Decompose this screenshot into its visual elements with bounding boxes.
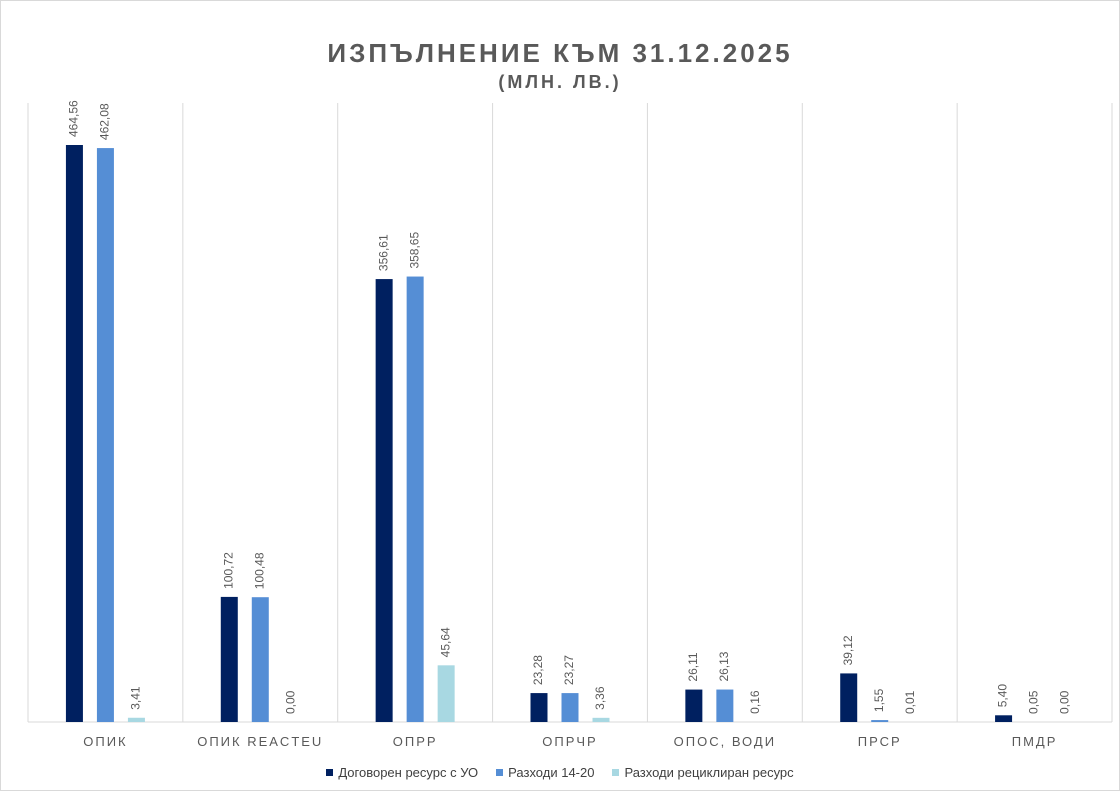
category-tick-label: ОПОС, ВОДИ (674, 734, 776, 749)
data-label: 100,48 (252, 552, 266, 589)
legend-label: Разходи рециклиран ресурс (624, 765, 794, 780)
bar (685, 689, 703, 722)
category-tick-label: ОПИК REACTEU (197, 734, 323, 749)
category-tick-label: ОПИК (83, 734, 127, 749)
legend-label: Договорен ресурс с УО (338, 765, 479, 780)
legend-swatch (612, 769, 620, 776)
legend-swatch (326, 769, 334, 776)
bar (716, 689, 734, 722)
data-label: 1,55 (872, 688, 886, 712)
bar (592, 717, 610, 722)
data-label: 0,01 (903, 690, 917, 714)
category-tick-label: ОПРЧР (542, 734, 597, 749)
data-label: 3,41 (129, 686, 143, 710)
bar (251, 597, 269, 722)
chart-title: ИЗПЪЛНЕНИЕ КЪМ 31.12.2025 (327, 38, 793, 68)
data-label: 26,13 (717, 651, 731, 681)
bar (406, 276, 424, 722)
bar (65, 145, 83, 722)
data-label: 0,00 (283, 690, 297, 714)
data-label: 0,16 (748, 690, 762, 714)
data-label: 358,65 (407, 232, 421, 269)
data-label: 356,61 (376, 234, 390, 271)
bar (437, 665, 455, 722)
data-label: 5,40 (996, 684, 1010, 708)
data-label: 464,56 (67, 100, 81, 137)
category-tick-label: ОПРР (393, 734, 438, 749)
legend-item-expenses: Разходи 14-20 (496, 765, 594, 780)
bar (995, 715, 1013, 722)
bar (871, 720, 889, 722)
chart-legend: Договорен ресурс с УО Разходи 14-20 Разх… (0, 765, 1120, 780)
bar (220, 596, 238, 722)
data-label: 100,72 (221, 552, 235, 589)
data-label: 39,12 (841, 635, 855, 665)
legend-label: Разходи 14-20 (508, 765, 595, 780)
data-label: 3,36 (593, 686, 607, 710)
data-label: 45,64 (438, 627, 452, 657)
bar (96, 148, 114, 722)
bar (375, 279, 393, 722)
data-label: 23,27 (562, 655, 576, 685)
bar (561, 693, 579, 722)
bar (127, 717, 145, 722)
data-label: 23,28 (531, 655, 545, 685)
bar (530, 693, 548, 722)
legend-swatch (496, 769, 504, 776)
legend-item-recycled: Разходи рециклиран ресурс (612, 765, 794, 780)
data-label: 0,05 (1027, 690, 1041, 714)
chart-subtitle: (МЛН. ЛВ.) (498, 72, 622, 92)
category-tick-label: ПРСР (858, 734, 902, 749)
legend-item-contracted: Договорен ресурс с УО (326, 765, 478, 780)
data-label: 462,08 (98, 103, 112, 140)
category-tick-label: ПМДР (1012, 734, 1058, 749)
data-label: 0,00 (1058, 690, 1072, 714)
data-label: 26,11 (686, 652, 700, 681)
bar (840, 673, 858, 722)
